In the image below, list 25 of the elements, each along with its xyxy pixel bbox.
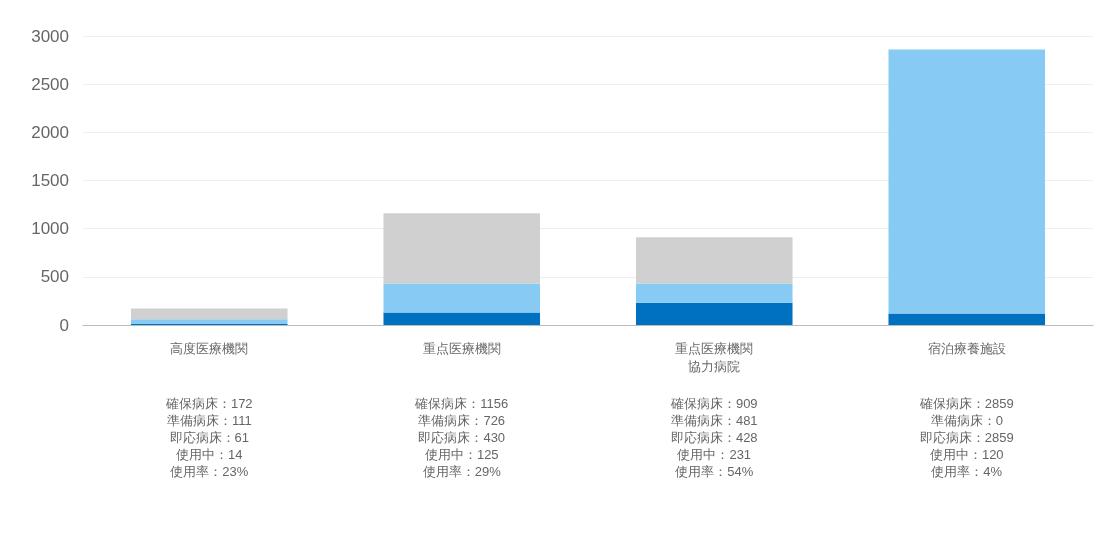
bar [635,237,793,284]
bar [383,283,541,313]
text: 確保病床：2859 準備病床：0 即応病床：2859 使用中：120 使用率：4% [918,396,1014,479]
bar [130,308,288,320]
y-tick-label: 1500 [31,171,69,190]
x-tick-label: 重点医療機関協力病院 [675,340,754,374]
y-tick-label: 3000 [31,26,69,46]
text: 確保病床：172 準備病床：111 即応病床：61 使用中：14 使用率：23% [164,396,253,479]
text: 確保病床：1156 準備病床：726 即応病床：430 使用中：125 使用率：29% [414,396,509,479]
bar [383,312,541,325]
x-tick-label: 重点医療機関 [422,340,501,356]
x-tick-label: 宿泊療養施設 [927,340,1006,356]
y-tick-label: 1000 [31,219,69,239]
bar [888,49,1046,314]
y-tick-label: 0 [59,315,69,335]
y-tick-label: 500 [40,267,69,287]
bar [635,283,793,303]
bar [888,313,1046,325]
text: 確保病床：909 準備病床：481 即応病床：428 使用中：231 使用率：54% [669,396,758,479]
bar [383,213,541,284]
y-tick-label: 2500 [31,74,69,94]
bar [635,302,793,325]
bar [130,319,288,325]
y-tick-label: 2000 [31,122,69,142]
x-tick-label: 高度医療機関 [170,340,249,356]
